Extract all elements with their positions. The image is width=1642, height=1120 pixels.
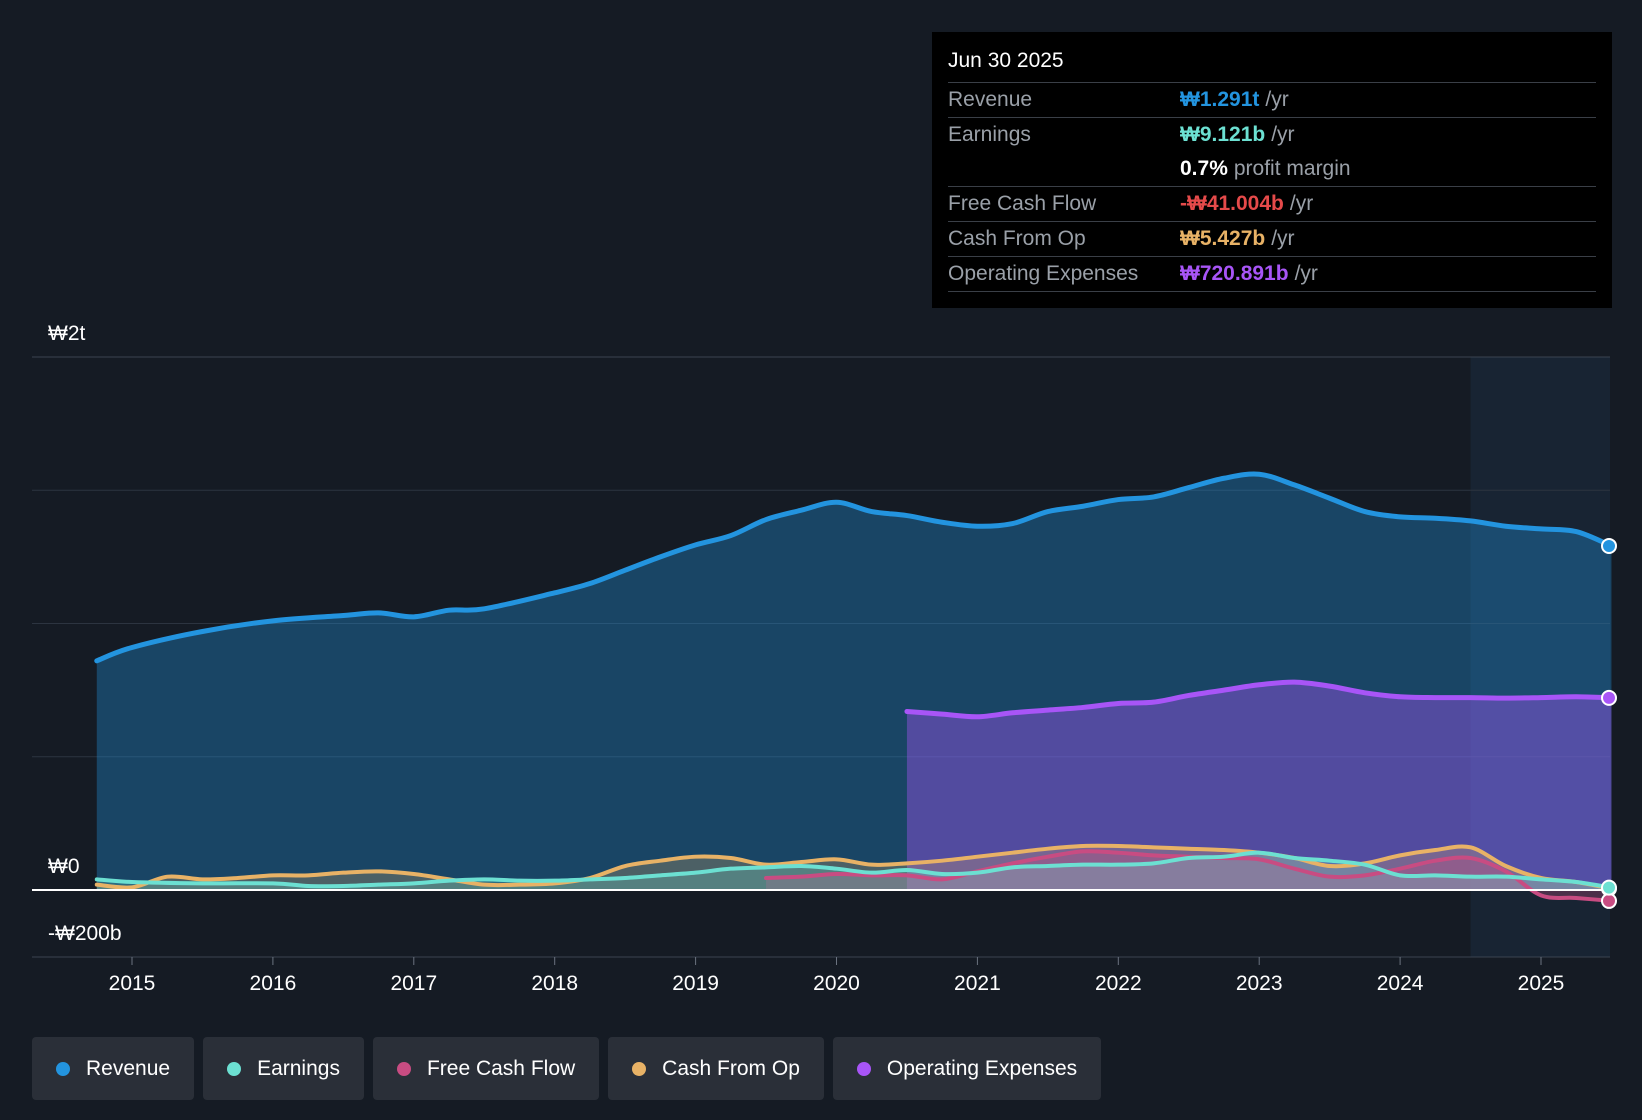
tooltip-value: ₩720.891b xyxy=(1180,262,1289,285)
tooltip-label: Earnings xyxy=(948,123,1031,146)
legend-dot-icon xyxy=(396,1061,411,1076)
area-free-cash-flow xyxy=(766,851,1612,901)
tooltip-label: Operating Expenses xyxy=(948,262,1139,285)
legend-item-revenue[interactable]: Revenue xyxy=(32,1037,195,1100)
tooltip-row-operating-expenses: Operating Expenses ₩720.891b /yr xyxy=(948,256,1596,292)
endpoint-operating-expenses xyxy=(1601,689,1617,706)
tooltip-value: -₩41.004b xyxy=(1180,192,1284,215)
x-tick-label: 2016 xyxy=(250,972,297,995)
legend-label: Earnings xyxy=(257,1056,340,1080)
tooltip-panel: Jun 30 2025 Revenue ₩1.291t /yr Earnings… xyxy=(932,32,1612,308)
tooltip-label: Free Cash Flow xyxy=(948,192,1097,215)
tooltip-row-profit-margin: 0.7% profit margin xyxy=(948,152,1596,186)
line-revenue xyxy=(94,471,1614,664)
tooltip-row-free-cash-flow: Free Cash Flow -₩41.004b /yr xyxy=(948,186,1596,221)
tooltip-unit: /yr xyxy=(1265,88,1289,111)
area-operating-expenses xyxy=(906,682,1612,890)
legend-label: Operating Expenses xyxy=(886,1056,1078,1080)
endpoint-earnings xyxy=(1601,879,1617,896)
series-lines xyxy=(94,471,1614,903)
tooltip-value: ₩5.427b xyxy=(1180,227,1266,250)
tooltip-label: Cash From Op xyxy=(948,227,1086,250)
gridlines xyxy=(32,356,1610,958)
legend-item-operating-expenses[interactable]: Operating Expenses xyxy=(832,1037,1102,1100)
legend-item-free-cash-flow[interactable]: Free Cash Flow xyxy=(372,1037,600,1100)
x-tick-label: 2025 xyxy=(1518,972,1565,995)
line-earnings xyxy=(94,850,1614,890)
legend-label: Revenue xyxy=(86,1056,171,1080)
x-tick-label: 2022 xyxy=(1095,972,1142,995)
tooltip-row-earnings: Earnings ₩9.121b /yr xyxy=(948,117,1596,152)
tooltip-unit: /yr xyxy=(1271,123,1295,146)
series-endpoints xyxy=(1601,537,1617,909)
legend-item-earnings[interactable]: Earnings xyxy=(203,1037,364,1100)
legend-label: Cash From Op xyxy=(662,1056,800,1080)
legend-dot-icon xyxy=(856,1061,871,1076)
legend: Revenue Earnings Free Cash Flow Cash Fro… xyxy=(32,1037,1102,1100)
x-tick-label: 2015 xyxy=(109,972,156,995)
legend-dot-icon xyxy=(632,1061,647,1076)
line-operating-expenses xyxy=(904,679,1614,720)
tooltip-value: ₩9.121b xyxy=(1180,123,1266,146)
tooltip-date: Jun 30 2025 xyxy=(948,49,1064,72)
legend-item-cash-from-op[interactable]: Cash From Op xyxy=(608,1037,824,1100)
legend-label: Free Cash Flow xyxy=(426,1056,576,1080)
tooltip-unit: /yr xyxy=(1289,192,1314,215)
x-tick-label: 2019 xyxy=(672,972,719,995)
area-revenue xyxy=(96,474,1612,890)
x-tick-label: 2017 xyxy=(390,972,437,995)
series-areas xyxy=(96,474,1612,901)
tooltip-value: ₩1.291t xyxy=(1180,88,1260,111)
x-tick-label: 2020 xyxy=(813,972,860,995)
endpoint-free-cash-flow xyxy=(1601,892,1617,909)
x-axis-ticks: 2015 2016 2017 2018 2019 2020 2021 2022 2023 2024… xyxy=(109,957,1565,995)
tooltip-unit: /yr xyxy=(1294,262,1318,285)
tooltip-label: Revenue xyxy=(948,88,1033,111)
x-tick-label: 2018 xyxy=(531,972,578,995)
legend-dot-icon xyxy=(227,1061,242,1076)
y-label-bottom: -₩200b xyxy=(48,922,122,945)
endpoint-revenue xyxy=(1601,537,1617,554)
legend-dot-icon xyxy=(56,1061,70,1076)
y-label-zero: ₩0 xyxy=(48,855,80,878)
tooltip-unit: profit margin xyxy=(1233,157,1351,180)
tooltip-value: 0.7% xyxy=(1180,157,1228,180)
x-tick-label: 2024 xyxy=(1377,972,1424,995)
x-tick-label: 2021 xyxy=(954,972,1001,995)
tooltip-row-revenue: Revenue ₩1.291t /yr xyxy=(948,82,1596,117)
tooltip-unit: /yr xyxy=(1271,227,1295,250)
tooltip-row-cash-from-op: Cash From Op ₩5.427b /yr xyxy=(948,221,1596,256)
y-label-top: ₩2t xyxy=(48,322,86,345)
x-tick-label: 2023 xyxy=(1236,972,1283,995)
